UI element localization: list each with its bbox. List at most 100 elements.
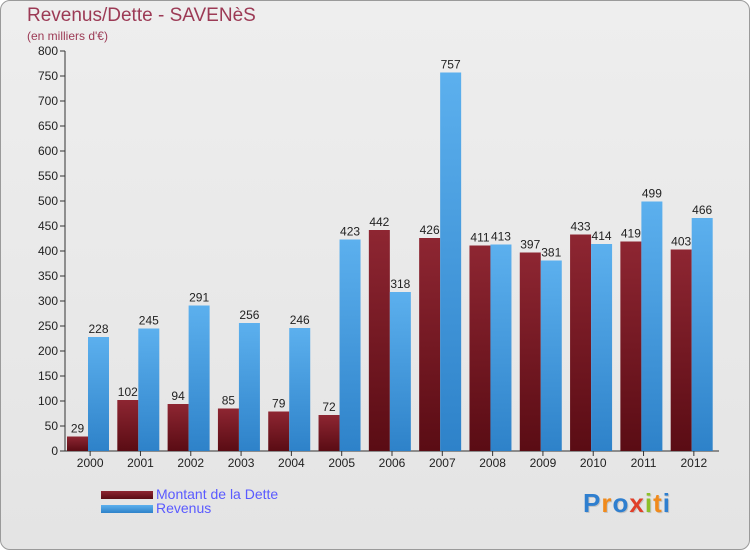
y-tick-label: 400 <box>38 244 58 258</box>
bar-revenus <box>188 305 210 451</box>
chart-subtitle: (en milliers d'€) <box>27 29 108 43</box>
logo-letter: i <box>644 488 654 518</box>
x-tick-label: 2003 <box>228 456 255 470</box>
x-tick-label: 2011 <box>631 456 657 470</box>
y-axis: 0 50 100 150 200 250 300 350 400 450 500 550 600 650 7… <box>38 44 66 458</box>
value-label-revenus: 245 <box>139 314 159 328</box>
value-label-dette: 79 <box>272 397 286 411</box>
value-label-revenus: 499 <box>642 187 662 201</box>
y-tick-label: 250 <box>38 319 58 333</box>
bar-revenus <box>238 323 260 451</box>
value-label-revenus: 291 <box>189 291 209 305</box>
value-label-revenus: 256 <box>239 308 259 322</box>
bars <box>67 72 713 451</box>
y-tick-label: 0 <box>51 444 58 458</box>
y-tick-label: 550 <box>38 169 58 183</box>
x-tick-label: 2009 <box>530 456 557 470</box>
value-label-dette: 442 <box>369 215 389 229</box>
bar-revenus <box>88 337 109 451</box>
x-tick-label: 2005 <box>328 456 355 470</box>
y-tick-label: 350 <box>38 269 58 283</box>
bar-dette <box>368 230 390 451</box>
logo-letter: t <box>653 488 663 518</box>
proxiti-logo: Proxiti <box>583 488 671 519</box>
value-label-revenus: 414 <box>592 229 612 243</box>
value-label-dette: 403 <box>671 235 691 249</box>
value-label-revenus: 757 <box>441 58 461 72</box>
value-label-dette: 411 <box>470 231 489 245</box>
bar-revenus <box>641 201 663 451</box>
value-label-revenus: 228 <box>88 322 108 336</box>
bar-dette <box>469 245 491 451</box>
x-tick-label: 2012 <box>680 456 707 470</box>
value-label-dette: 397 <box>520 238 540 252</box>
bar-dette <box>67 436 88 451</box>
bar-revenus <box>591 244 613 451</box>
bar-revenus <box>540 260 562 451</box>
bar-revenus <box>691 218 713 451</box>
bar-dette <box>217 408 239 451</box>
y-tick-label: 300 <box>38 294 58 308</box>
bar-dette <box>268 411 290 451</box>
value-label-dette: 433 <box>571 220 591 234</box>
logo-letter: i <box>662 488 671 518</box>
y-tick-label: 500 <box>38 194 58 208</box>
x-tick-label: 2004 <box>278 456 305 470</box>
x-tick-label: 2008 <box>479 456 506 470</box>
value-label-revenus: 381 <box>541 246 561 260</box>
value-label-dette: 94 <box>171 389 185 403</box>
logo-letter: P <box>583 488 602 518</box>
bar-revenus <box>490 244 512 451</box>
logo-letter: r <box>601 488 613 518</box>
value-label-dette: 29 <box>71 422 85 436</box>
logo-letter: x <box>629 488 645 518</box>
value-label-revenus: 318 <box>390 277 410 291</box>
y-tick-label: 50 <box>45 419 59 433</box>
value-label-revenus: 413 <box>491 230 511 244</box>
bar-dette <box>318 415 340 451</box>
y-tick-label: 800 <box>38 44 58 58</box>
chart-title: Revenus/Dette - SAVENèS <box>27 5 256 26</box>
x-tick-label: 2006 <box>379 456 406 470</box>
x-tick-label: 2007 <box>429 456 456 470</box>
bar-dette <box>167 404 189 451</box>
value-label-dette: 102 <box>118 385 138 399</box>
value-label-dette: 426 <box>420 223 440 237</box>
bar-dette <box>419 238 441 451</box>
y-tick-label: 700 <box>38 94 58 108</box>
bar-dette <box>117 400 139 451</box>
bar-revenus <box>339 239 361 451</box>
y-tick-label: 150 <box>38 369 58 383</box>
y-tick-label: 750 <box>38 69 58 83</box>
value-label-revenus: 423 <box>340 225 360 239</box>
x-tick-label: 2000 <box>77 456 104 470</box>
value-label-dette: 419 <box>621 227 641 241</box>
value-labels: 29 228 102 245 94 291 85 256 79 246 72 423 442 318 426… <box>71 58 713 436</box>
bar-dette <box>620 241 642 451</box>
y-tick-label: 600 <box>38 144 58 158</box>
value-label-dette: 85 <box>222 394 236 408</box>
bar-revenus <box>138 328 160 451</box>
legend-label-revenus: Revenus <box>156 500 212 516</box>
bar-dette <box>570 234 592 451</box>
value-label-revenus: 246 <box>290 313 310 327</box>
bar-revenus <box>289 328 311 451</box>
bar-dette <box>519 252 541 451</box>
legend-swatch-revenus <box>101 505 153 513</box>
y-tick-label: 450 <box>38 219 58 233</box>
y-tick-label: 200 <box>38 344 58 358</box>
bar-revenus <box>389 292 411 451</box>
bar-dette <box>670 249 692 451</box>
legend-label-dette: Montant de la Dette <box>156 486 279 502</box>
x-tick-label: 2010 <box>580 456 607 470</box>
logo-letter: o <box>612 488 630 518</box>
y-tick-label: 100 <box>38 394 58 408</box>
bar-revenus <box>440 72 462 451</box>
value-label-revenus: 466 <box>692 203 712 217</box>
y-tick-label: 650 <box>38 119 58 133</box>
x-tick-label: 2002 <box>177 456 204 470</box>
legend-swatch-dette <box>101 491 153 499</box>
x-tick-label: 2001 <box>127 456 154 470</box>
